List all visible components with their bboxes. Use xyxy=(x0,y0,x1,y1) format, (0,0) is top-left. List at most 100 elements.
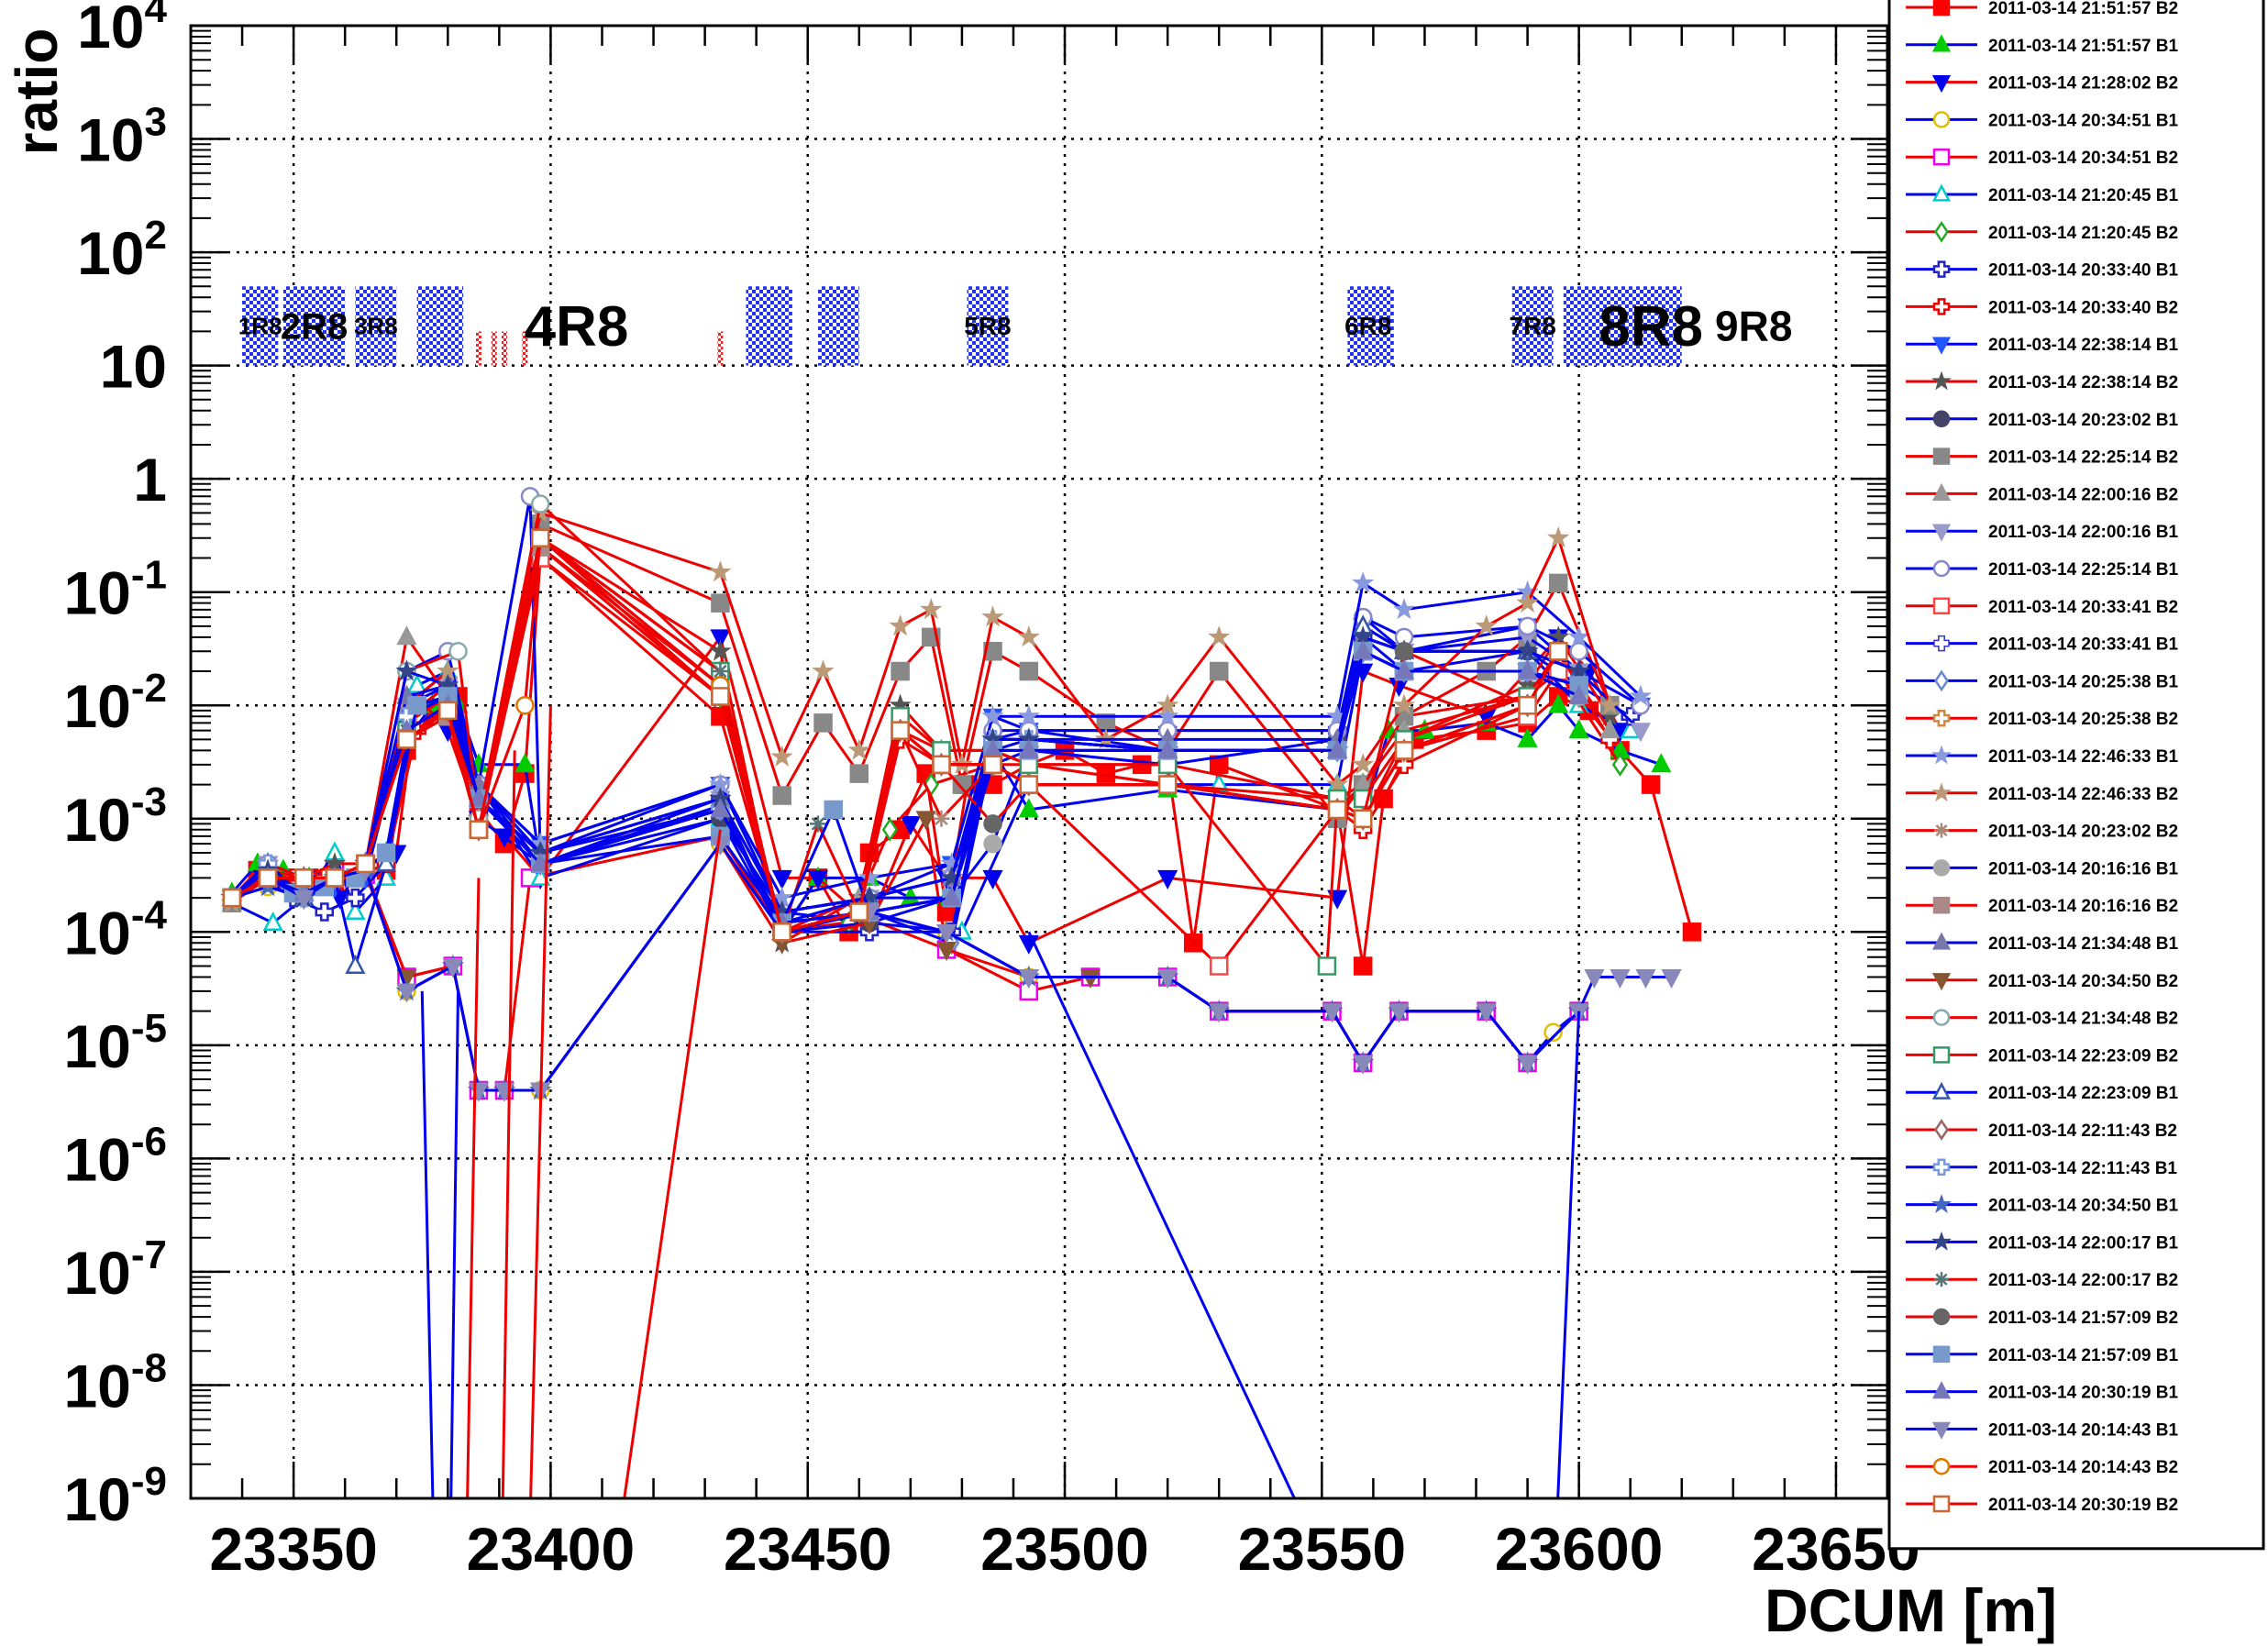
legend-label: 2011-03-14 22:00:17 B2 xyxy=(1988,1271,2178,1290)
data-point xyxy=(1517,727,1538,747)
y-tick-label: 10 xyxy=(100,333,167,401)
element-box xyxy=(1347,286,1394,366)
legend-label: 2011-03-14 21:57:09 B2 xyxy=(1988,1309,2178,1328)
data-point xyxy=(981,704,1004,726)
data-point xyxy=(1933,635,1950,652)
asterisk-stroke xyxy=(811,817,825,831)
legend-box xyxy=(1887,0,2265,1551)
y-tick-label: 104 xyxy=(77,0,167,61)
data-point xyxy=(900,815,921,836)
data-point xyxy=(1931,34,1952,52)
y-tick-label: 10-3 xyxy=(63,779,167,854)
asterisk-stroke xyxy=(935,812,948,826)
legend-label: 2011-03-14 22:11:43 B1 xyxy=(1988,1159,2177,1178)
data-point xyxy=(1156,704,1179,726)
data-point xyxy=(1932,896,1951,914)
legend-label: 2011-03-14 20:33:40 B2 xyxy=(1988,298,2178,317)
data-point xyxy=(1932,859,1951,877)
y-tick-exponent: 4 xyxy=(145,0,168,31)
data-point xyxy=(1932,260,1951,278)
plot-frame xyxy=(189,24,1889,1500)
legend-entry: 2011-03-14 20:34:51 B2 xyxy=(1906,148,2178,168)
legend-entry: 2011-03-14 22:46:33 B2 xyxy=(1906,782,2178,804)
legend-label: 2011-03-14 20:16:16 B1 xyxy=(1988,859,2178,878)
legend-entry: 2011-03-14 20:33:40 B2 xyxy=(1906,298,2178,317)
data-point xyxy=(375,852,397,872)
element-box xyxy=(282,286,346,366)
data-point xyxy=(983,755,1002,775)
data-point xyxy=(1641,775,1661,794)
legend-entry: 2011-03-14 21:51:57 B2 xyxy=(1906,0,2178,18)
legend-label: 2011-03-14 20:30:19 B1 xyxy=(1988,1384,2178,1403)
asterisk-stroke xyxy=(1935,824,1948,837)
data-point xyxy=(258,868,278,888)
legend-entry: 2011-03-14 20:14:43 B2 xyxy=(1906,1457,2178,1477)
data-point xyxy=(824,800,844,820)
y-tick-base: 10 xyxy=(77,106,144,174)
legend-entry: 2011-03-14 22:23:09 B2 xyxy=(1906,1046,2178,1066)
legend-entry: 2011-03-14 22:23:09 B1 xyxy=(1906,1081,2178,1103)
data-point xyxy=(1568,684,1589,704)
data-point xyxy=(315,902,335,922)
dropout-line xyxy=(1556,1011,1581,1498)
data-point xyxy=(1635,969,1656,989)
data-point xyxy=(1931,1421,1952,1440)
data-point xyxy=(941,886,962,906)
legend-entry: 2011-03-14 20:25:38 B2 xyxy=(1906,709,2178,729)
data-point xyxy=(1661,969,1682,989)
y-tick-label: 1 xyxy=(133,446,167,514)
dropout-line xyxy=(529,705,552,1498)
data-point xyxy=(983,834,1002,854)
legend-entry: 2011-03-14 21:34:48 B2 xyxy=(1906,1009,2178,1029)
legend-label: 2011-03-14 22:46:33 B1 xyxy=(1988,747,2178,767)
data-point xyxy=(711,593,730,613)
legend-entry: 2011-03-14 22:00:17 B1 xyxy=(1906,1231,2178,1253)
data-point xyxy=(1932,709,1951,727)
data-point xyxy=(1932,148,1951,166)
legend-entry: 2011-03-14 20:34:51 B1 xyxy=(1906,111,2178,130)
legend-entry: 2011-03-14 21:34:48 B1 xyxy=(1906,932,2178,954)
data-point xyxy=(1317,956,1337,976)
data-point xyxy=(396,625,417,646)
x-axis-label: DCUM [m] xyxy=(1765,1576,2057,1644)
data-point xyxy=(1548,642,1568,661)
y-tick-label: 103 xyxy=(77,100,167,174)
data-point xyxy=(1932,447,1951,465)
data-point xyxy=(1353,1055,1374,1075)
data-point xyxy=(1932,559,1951,578)
data-point xyxy=(933,810,950,827)
y-tick-exponent: -2 xyxy=(131,666,167,711)
legend-label: 2011-03-14 20:23:02 B2 xyxy=(1988,823,2178,842)
data-point xyxy=(1932,1345,1951,1364)
y-tick-label: 10-5 xyxy=(63,1006,167,1080)
legend-label: 2011-03-14 20:33:40 B1 xyxy=(1988,261,2178,281)
data-point xyxy=(1322,1003,1343,1023)
data-point xyxy=(771,869,792,889)
legend-entry: 2011-03-14 20:25:38 B1 xyxy=(1906,669,2178,692)
data-point xyxy=(530,494,550,514)
data-point xyxy=(1934,1119,1949,1141)
data-point xyxy=(1567,625,1590,647)
data-point xyxy=(1157,969,1178,989)
data-point xyxy=(406,673,427,693)
y-tick-base: 10 xyxy=(63,1125,130,1193)
legend-entry: 2011-03-14 21:51:57 B1 xyxy=(1906,34,2178,56)
legend-label: 2011-03-14 21:20:45 B1 xyxy=(1988,186,2178,205)
legend-entry: 2011-03-14 20:30:19 B2 xyxy=(1906,1495,2178,1515)
data-point xyxy=(1018,738,1039,758)
data-point xyxy=(1934,669,1949,692)
legend-label: 2011-03-14 20:33:41 B1 xyxy=(1988,635,2178,655)
data-point xyxy=(952,775,972,794)
data-point xyxy=(346,888,365,908)
legend-label: 2011-03-14 20:25:38 B1 xyxy=(1988,672,2178,691)
data-point xyxy=(1932,111,1951,128)
legend-label: 2011-03-14 20:23:02 B1 xyxy=(1988,411,2178,430)
legend-entry: 2011-03-14 22:38:14 B2 xyxy=(1906,370,2178,392)
element-box xyxy=(1563,286,1682,366)
element-box xyxy=(967,286,1009,366)
data-point xyxy=(981,605,1004,627)
data-point xyxy=(1599,719,1621,739)
legend-entry: 2011-03-14 21:57:09 B1 xyxy=(1906,1345,2178,1365)
element-box xyxy=(355,286,397,366)
